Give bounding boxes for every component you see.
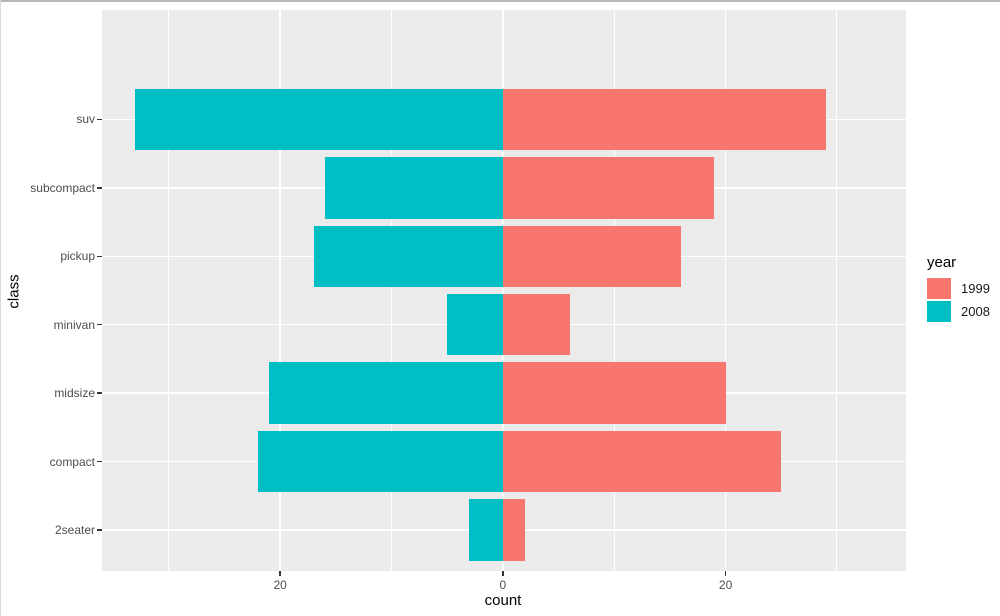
plot-panel (102, 10, 906, 571)
y-tick-label-subcompact: subcompact (30, 180, 95, 195)
bar-compact-1999 (502, 430, 782, 493)
window-left-border (0, 0, 1, 616)
y-axis-title: class (5, 274, 23, 309)
legend-title: year (927, 254, 957, 271)
y-tick-mark (97, 255, 102, 258)
legend: year 1999 2008 (927, 253, 1000, 324)
gridline-major-vertical (724, 10, 727, 571)
legend-entry-1999: 1999 (927, 278, 1000, 299)
bar-suv-2008 (135, 88, 503, 151)
y-tick-label-midsize: midsize (54, 386, 95, 401)
x-tick-label: 20 (718, 578, 733, 592)
y-tick-mark (97, 118, 102, 121)
y-tick-label-pickup: pickup (60, 249, 95, 264)
bar-pickup-2008 (313, 225, 503, 288)
x-axis-title: count (484, 592, 522, 609)
y-tick-label-suv: suv (76, 112, 95, 127)
y-tick-mark (97, 460, 102, 463)
gridline-minor-vertical (168, 10, 170, 571)
x-tick-label: 0 (499, 578, 507, 592)
legend-swatch-2008-icon (927, 301, 951, 322)
legend-entry-label: 2008 (961, 304, 990, 319)
legend-entries: 1999 2008 (927, 278, 1000, 322)
gridline-major-vertical (279, 10, 281, 571)
legend-entry-2008: 2008 (927, 301, 1000, 322)
y-tick-mark (97, 323, 102, 326)
legend-swatch-1999-icon (927, 278, 951, 299)
gridline-minor-vertical (613, 10, 615, 571)
legend-entry-label: 1999 (961, 281, 990, 296)
y-tick-label-minivan: minivan (53, 317, 95, 332)
bar-midsize-1999 (502, 362, 726, 424)
x-tick-mark (502, 571, 504, 576)
bar-2seater-1999 (502, 499, 526, 561)
bar-subcompact-1999 (502, 157, 715, 219)
bar-compact-2008 (257, 430, 503, 493)
gridline-minor-vertical (836, 10, 838, 571)
bar-midsize-2008 (269, 362, 503, 424)
bar-suv-1999 (502, 88, 826, 151)
x-tick-mark (279, 571, 281, 576)
window-top-border (0, 0, 1000, 2)
bar-pickup-1999 (502, 225, 682, 288)
bar-minivan-2008 (447, 293, 503, 356)
y-tick-label-2seater: 2seater (54, 522, 95, 537)
gridline-major-vertical (502, 10, 504, 571)
y-tick-mark (97, 529, 102, 531)
y-tick-label-compact: compact (49, 454, 95, 469)
bar-subcompact-2008 (324, 157, 503, 219)
x-tick-mark (724, 571, 727, 576)
bar-minivan-1999 (502, 293, 570, 356)
y-tick-mark (97, 392, 102, 394)
gridline-minor-vertical (391, 10, 393, 571)
x-tick-label: 20 (273, 578, 287, 592)
y-tick-mark (97, 187, 102, 189)
bar-2seater-2008 (469, 499, 503, 561)
